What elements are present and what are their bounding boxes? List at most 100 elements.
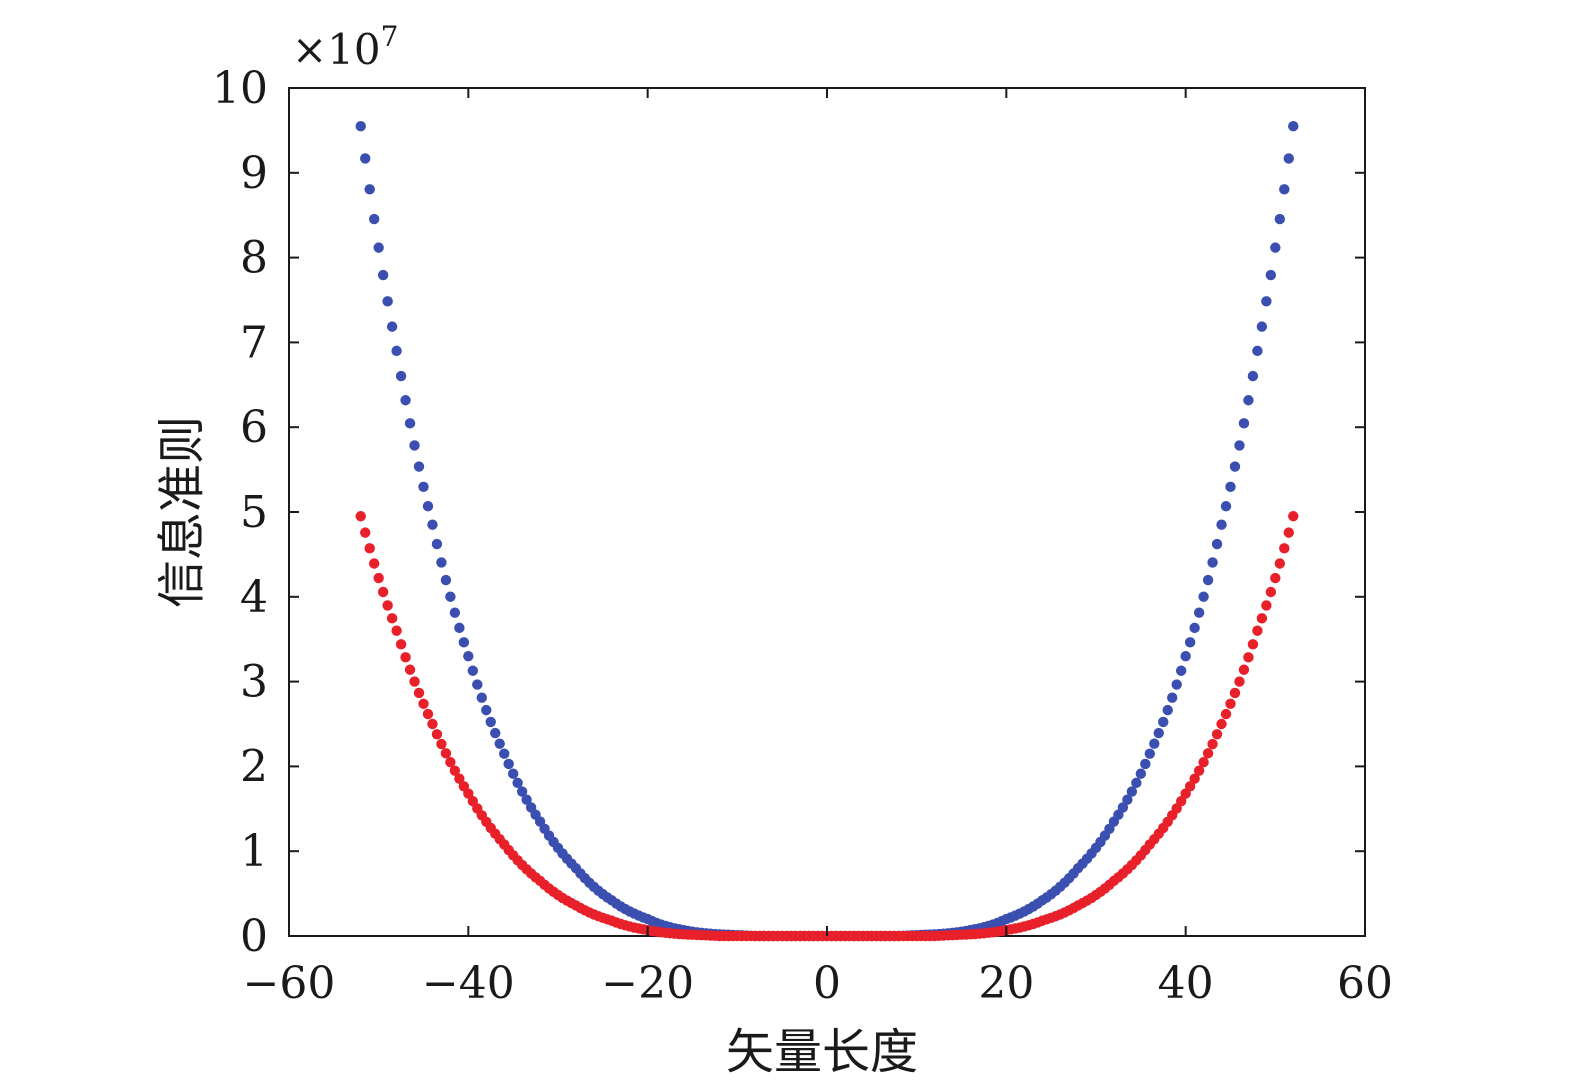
data-point	[1158, 716, 1169, 728]
y-tick-label: 3	[240, 657, 268, 708]
data-point	[1229, 687, 1241, 699]
y-tick-label: 1	[240, 826, 268, 877]
x-axis-label: 矢量长度	[726, 1024, 918, 1080]
data-point	[463, 788, 474, 799]
data-point	[1207, 557, 1218, 568]
data-point	[1261, 296, 1272, 307]
data-point	[481, 704, 492, 716]
data-point	[1144, 748, 1156, 759]
data-point	[418, 698, 429, 709]
data-point	[409, 440, 420, 451]
data-point	[395, 370, 407, 382]
y-tick-label: 5	[240, 487, 268, 538]
data-point	[1202, 748, 1214, 759]
data-point	[1193, 765, 1205, 776]
data-point	[360, 527, 371, 538]
data-point	[431, 538, 443, 550]
data-point	[1122, 794, 1133, 805]
y-tick-label: 9	[240, 148, 268, 199]
data-point	[1167, 692, 1178, 703]
data-point	[472, 679, 483, 690]
data-point	[1288, 120, 1299, 132]
data-point	[427, 519, 438, 530]
data-point	[1175, 665, 1187, 676]
x-tick-label: 60	[1337, 958, 1393, 1009]
y-tick-label: 4	[240, 572, 268, 623]
y-multiplier-exponent: 7	[381, 20, 399, 53]
data-point	[422, 500, 434, 512]
data-point	[1252, 625, 1263, 636]
data-point	[494, 738, 505, 749]
data-point	[422, 708, 434, 720]
data-point	[1256, 613, 1268, 624]
data-point	[1265, 269, 1277, 281]
data-point	[1261, 600, 1272, 611]
data-point	[418, 481, 429, 493]
x-tick-label: −20	[601, 958, 694, 1009]
data-point	[1238, 418, 1250, 429]
y-axis-label: 信息准则	[154, 416, 210, 608]
data-point	[449, 607, 461, 618]
data-point	[1256, 321, 1268, 332]
data-point	[377, 269, 389, 281]
data-point	[391, 625, 402, 636]
data-point	[1140, 758, 1151, 770]
data-point	[1279, 184, 1290, 195]
data-point	[1171, 679, 1182, 690]
data-point	[373, 242, 384, 253]
data-point	[1283, 527, 1294, 538]
data-point	[485, 716, 496, 728]
data-point	[1193, 607, 1205, 618]
x-tick-label: 20	[978, 958, 1034, 1009]
data-point	[458, 637, 470, 648]
y-tick-label: 2	[240, 741, 268, 792]
data-point	[1216, 718, 1227, 730]
data-point	[1247, 370, 1259, 382]
data-point	[1184, 781, 1196, 792]
data-point	[400, 395, 411, 406]
data-point	[1274, 558, 1286, 569]
data-point	[413, 461, 425, 472]
series-layer	[355, 120, 1299, 942]
data-point	[1216, 519, 1227, 530]
data-point	[1279, 543, 1290, 554]
data-point	[404, 418, 416, 429]
data-point	[386, 613, 398, 624]
data-point	[1162, 704, 1173, 716]
data-point	[1189, 773, 1200, 784]
data-point	[1243, 395, 1254, 406]
data-point	[1270, 572, 1281, 584]
data-point	[1288, 511, 1299, 522]
data-point	[1265, 586, 1277, 598]
y-tick-label: 7	[240, 317, 268, 368]
data-point	[521, 794, 532, 805]
data-point	[476, 692, 487, 703]
data-point	[364, 543, 375, 554]
data-point	[1274, 213, 1286, 225]
y-tick-label: 10	[212, 63, 268, 114]
x-tick-label: −60	[243, 958, 336, 1009]
data-point	[490, 727, 501, 739]
data-point	[503, 758, 514, 770]
data-point	[395, 639, 407, 650]
data-point	[1220, 708, 1232, 720]
data-point	[454, 773, 465, 784]
data-point	[1238, 664, 1250, 675]
data-point	[512, 777, 523, 789]
data-point	[386, 321, 398, 332]
data-point	[409, 676, 420, 687]
data-point	[431, 729, 443, 740]
data-point	[364, 184, 375, 195]
data-point	[440, 574, 452, 586]
data-point	[1117, 802, 1129, 813]
data-point	[404, 664, 416, 675]
data-point	[360, 153, 371, 164]
x-tick-label: −40	[422, 958, 515, 1009]
data-point	[382, 600, 393, 611]
data-point	[445, 757, 456, 768]
y-multiplier-label: ×107	[292, 20, 398, 74]
data-point	[1202, 574, 1214, 586]
series-1	[355, 120, 1299, 942]
